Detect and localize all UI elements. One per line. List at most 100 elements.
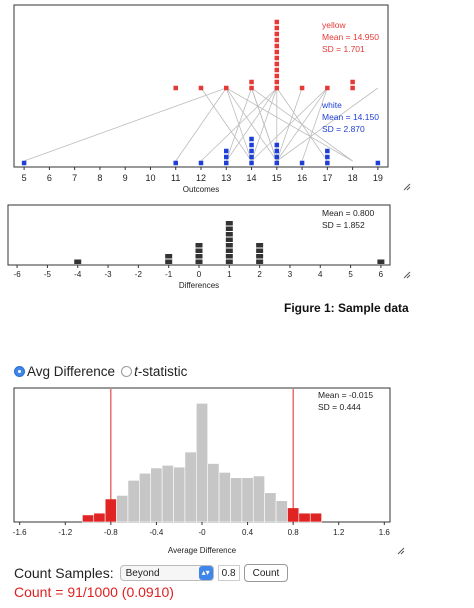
yellow-point — [274, 73, 280, 79]
x-tick-label: 7 — [72, 173, 77, 183]
white-stats-text: Mean = 14.150 — [322, 112, 379, 122]
yellow-point — [350, 85, 355, 91]
yellow-point — [198, 85, 204, 91]
white-stats-text: white — [321, 100, 342, 110]
difference-point — [225, 232, 233, 237]
white-point — [274, 142, 280, 148]
white-point — [224, 154, 229, 160]
x-tick-label: -1 — [165, 270, 173, 279]
x-tick-label: -4 — [74, 270, 82, 279]
x-tick-label: 10 — [145, 173, 155, 183]
x-tick-label: 6 — [47, 173, 52, 183]
pair-line — [200, 87, 252, 162]
histogram-bar — [161, 465, 174, 523]
cutoff-input[interactable]: 0.8 — [217, 565, 240, 581]
difference-point — [165, 259, 173, 264]
difference-point — [256, 259, 264, 264]
tail-bar — [93, 512, 106, 523]
pair-line — [301, 87, 328, 162]
count-mode-select[interactable]: Beyond ▴▾ — [119, 565, 214, 581]
x-tick-label: 8 — [97, 173, 102, 183]
white-point — [224, 160, 229, 166]
yellow-point — [274, 25, 280, 31]
statistic-options: Avg Difference t-statistic — [14, 364, 187, 379]
x-tick-label: 0 — [197, 270, 202, 279]
x-tick-label: 3 — [288, 270, 293, 279]
difference-point — [256, 248, 264, 253]
histogram-stats-text: SD = 0.444 — [318, 402, 361, 412]
difference-point — [74, 259, 82, 264]
yellow-point — [224, 85, 229, 91]
histogram-bar — [184, 451, 197, 523]
difference-stats-text: SD = 1.852 — [322, 220, 365, 230]
t-statistic-label[interactable]: t-statistic — [134, 364, 188, 379]
histogram-bar — [241, 477, 254, 523]
histogram-bar — [116, 495, 129, 523]
x-tick-label: 18 — [348, 173, 358, 183]
x-tick-label: 12 — [196, 173, 206, 183]
yellow-point — [274, 61, 280, 67]
difference-point — [165, 254, 173, 259]
yellow-point — [249, 79, 254, 85]
x-tick-label: 5 — [348, 270, 353, 279]
yellow-stats-text: yellow — [322, 20, 346, 30]
resize-handle-icon — [403, 271, 411, 279]
x-tick-label: 0.8 — [288, 528, 300, 537]
white-point — [198, 160, 204, 166]
white-point — [249, 136, 254, 142]
resize-handle-icon — [406, 274, 411, 279]
average-difference-histogram: -1.6 -1.2 -0.8 -0.4 -0 0.4 0.8 1.2 1.6 Average Di… — [13, 387, 405, 555]
avg-difference-label[interactable]: Avg Difference — [27, 364, 116, 379]
white-point — [249, 142, 254, 148]
yellow-point — [274, 31, 280, 37]
count-result: Count = 91/1000 (0.0910) — [14, 584, 174, 600]
x-axis-label: Average Difference — [168, 546, 237, 555]
difference-point — [225, 248, 233, 253]
pair-line — [175, 87, 227, 162]
count-mode-value: Beyond — [125, 567, 160, 579]
count-controls: Count Samples: Beyond ▴▾ 0.8 Count — [14, 564, 289, 582]
white-point — [173, 160, 178, 166]
yellow-point — [274, 37, 280, 43]
tail-bar — [298, 512, 311, 523]
outcomes-dot-plot: 5 6 7 8 9 10 11 12 13 14 15 16 17 18 19 Outcomes yellow M… — [13, 4, 411, 194]
yellow-point — [274, 43, 280, 49]
pair-line — [23, 87, 227, 162]
x-tick-label: 11 — [171, 173, 180, 183]
histogram-bar — [196, 403, 208, 523]
x-tick-label: -0.8 — [104, 528, 118, 537]
difference-point — [195, 243, 203, 248]
x-tick-label: 19 — [373, 173, 383, 183]
x-tick-label: 15 — [272, 173, 282, 183]
difference-point — [256, 243, 264, 248]
difference-point — [256, 254, 264, 259]
resize-handle-icon — [397, 547, 405, 555]
differences-dot-plot: -6 -5 -4 -3 -2 -1 0 1 2 3 4 5 6 Differences Mean = 0.8… — [7, 204, 411, 290]
x-tick-label: -1.6 — [13, 528, 27, 537]
count-button[interactable]: Count — [243, 564, 289, 582]
difference-point — [225, 243, 233, 248]
yellow-point — [274, 49, 280, 55]
histogram-bar — [207, 463, 220, 523]
difference-point — [225, 226, 233, 231]
white-point — [249, 160, 254, 166]
x-axis-label: Differences — [179, 281, 219, 290]
difference-point — [195, 248, 203, 253]
difference-point — [225, 237, 233, 242]
count-samples-label: Count Samples: — [14, 565, 114, 581]
x-tick-label: 1.2 — [333, 528, 345, 537]
white-stats-text: SD = 2.870 — [322, 124, 365, 134]
histogram-bar — [150, 467, 163, 523]
difference-point — [195, 259, 203, 264]
x-tick-label: -0.4 — [150, 528, 164, 537]
histogram-bar — [264, 492, 277, 523]
x-tick-label: 4 — [318, 270, 323, 279]
yellow-point — [173, 85, 178, 91]
t-statistic-radio[interactable] — [121, 366, 133, 377]
white-point — [224, 148, 229, 154]
x-tick-label: 14 — [247, 173, 257, 183]
white-point — [249, 148, 254, 154]
avg-difference-radio[interactable] — [14, 366, 25, 377]
x-tick-label: 16 — [297, 173, 307, 183]
x-tick-label: 1 — [227, 270, 232, 279]
